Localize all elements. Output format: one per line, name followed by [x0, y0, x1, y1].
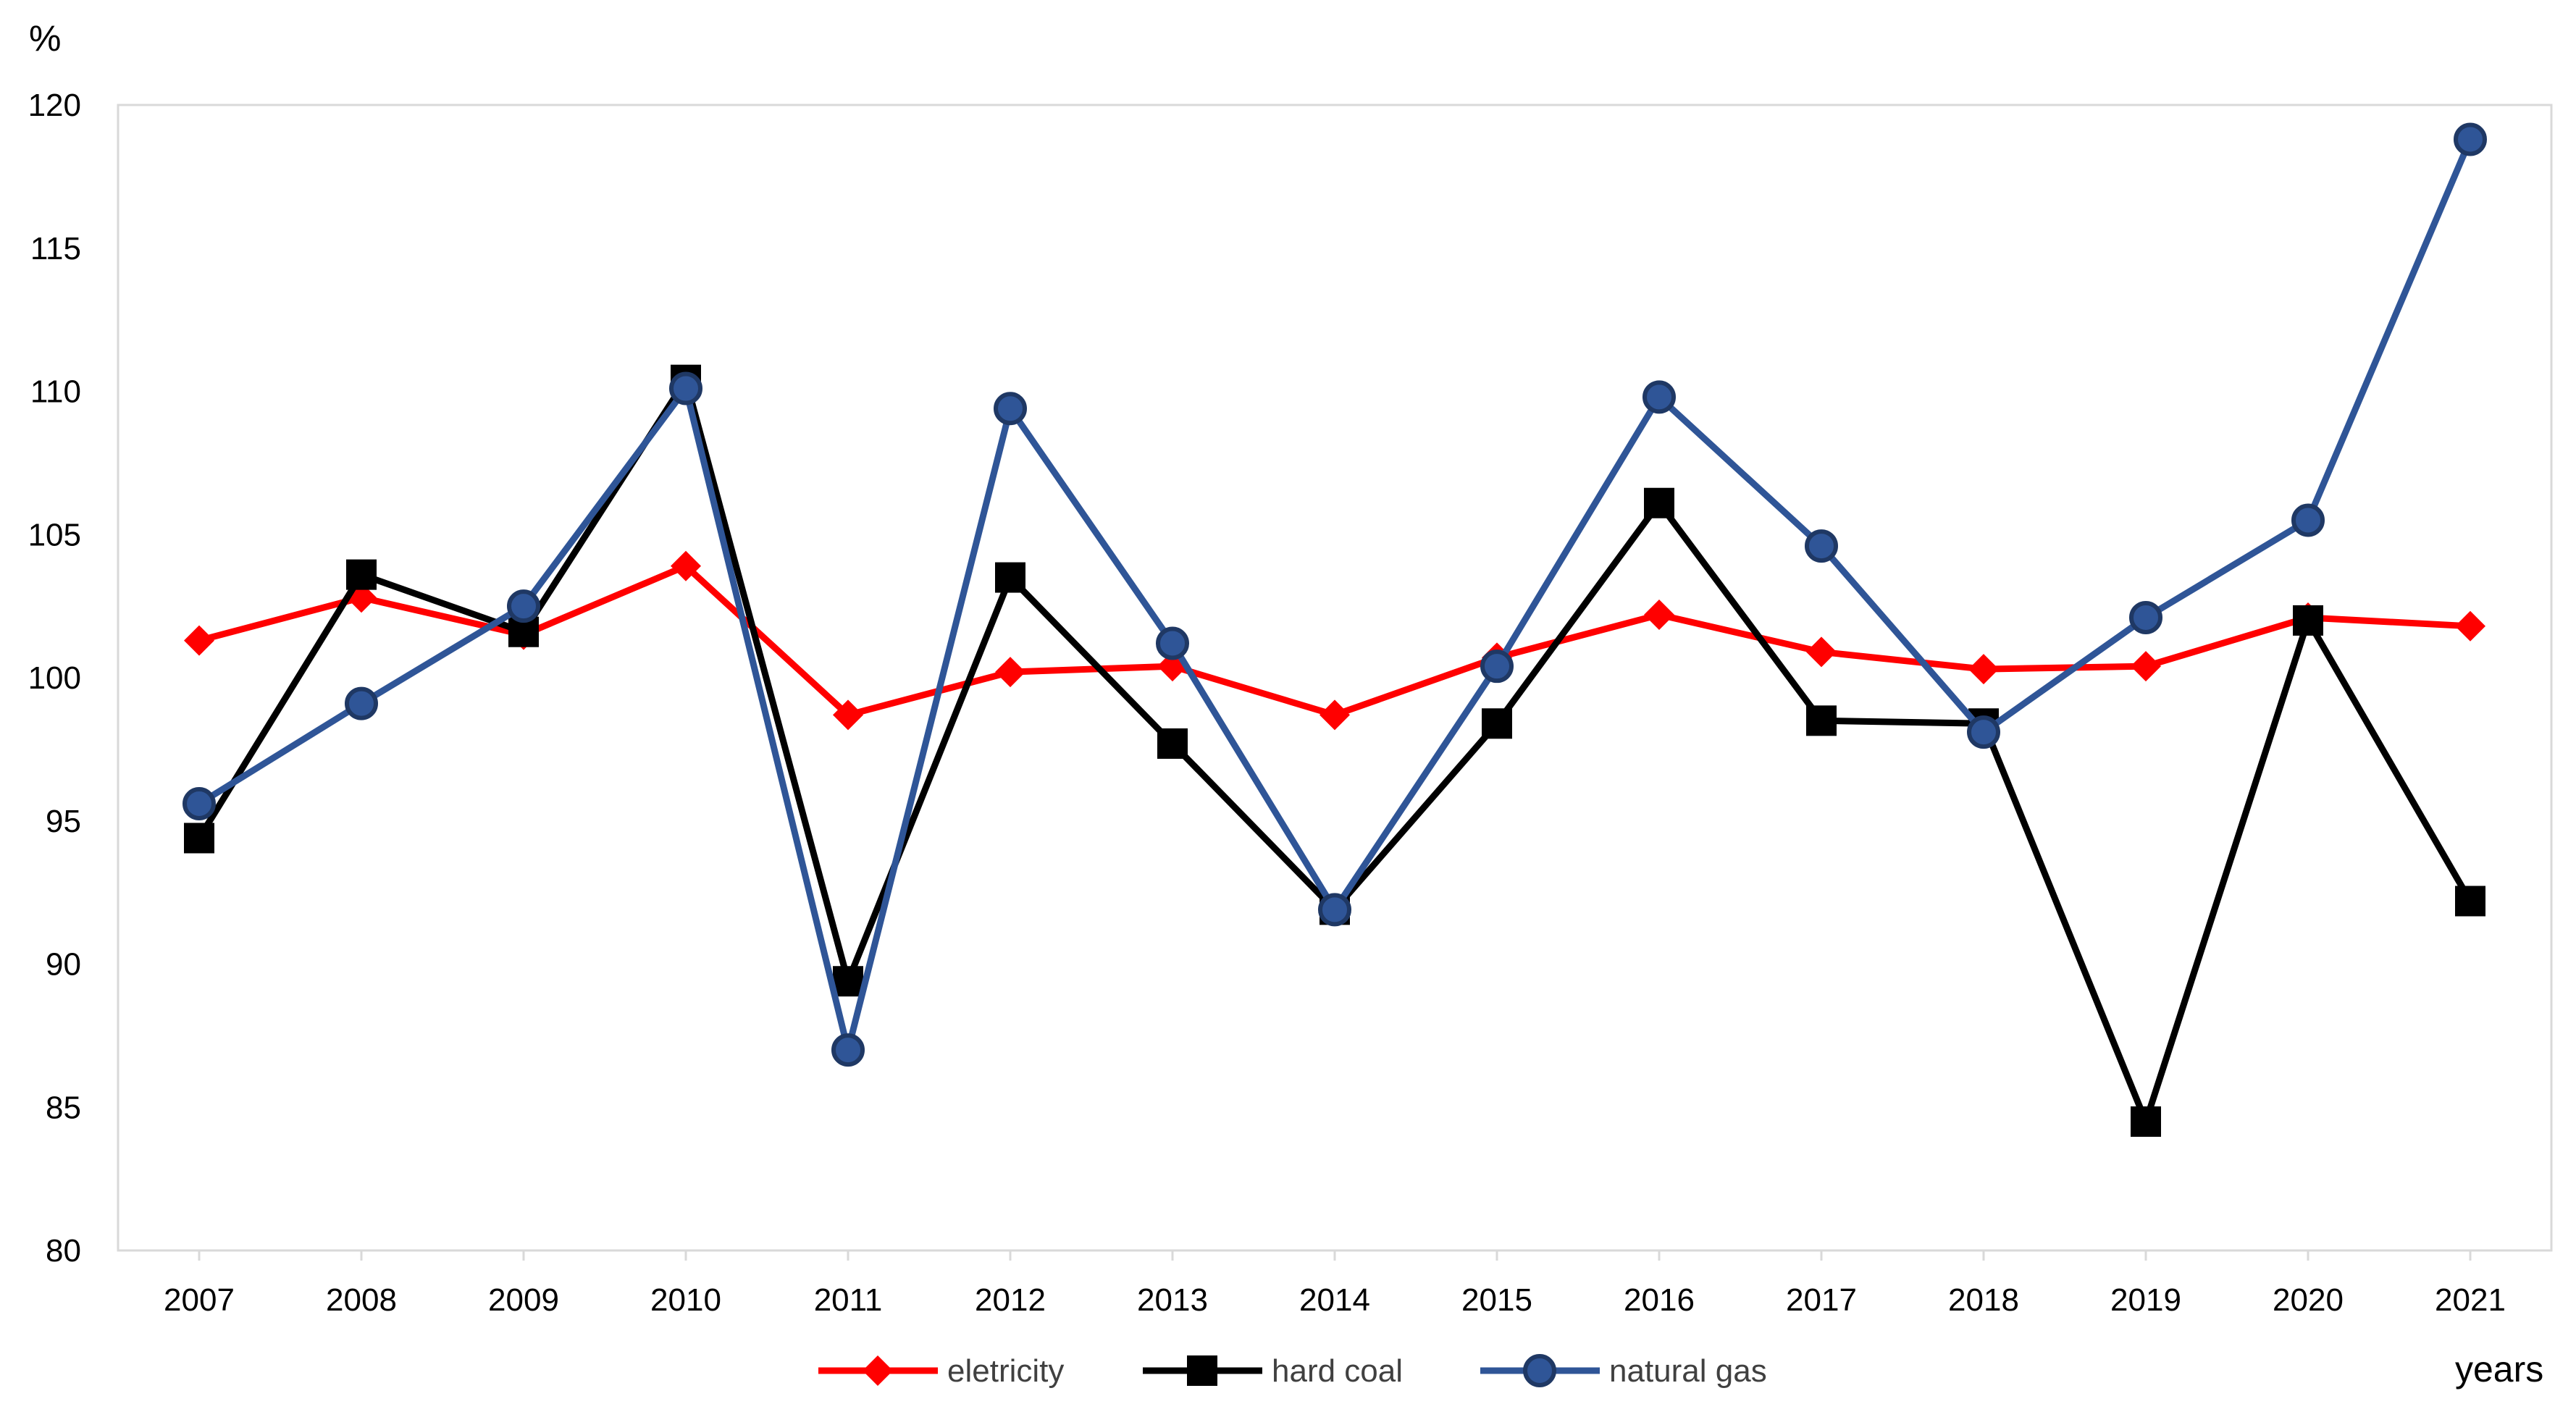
data-point-hard-coal: [2131, 1106, 2161, 1138]
data-point-natural-gas: [1805, 529, 1838, 563]
plot-area-frame: [117, 104, 2553, 1252]
data-point-eletricity: [1968, 654, 1999, 685]
y-axis-ticks: 80 85 90 95 100 105 110 115 120: [28, 88, 81, 1269]
x-tick-label: 2021: [2435, 1282, 2506, 1318]
x-tick-label: 2009: [488, 1282, 559, 1318]
series-layer: [182, 122, 2487, 1138]
y-tick-label: 115: [30, 231, 81, 266]
data-point-natural-gas: [1480, 649, 1514, 684]
data-point-hard-coal: [1482, 708, 1512, 739]
data-point-natural-gas: [1967, 715, 2000, 749]
y-tick-label: 105: [28, 517, 81, 552]
data-point-natural-gas: [1156, 626, 1189, 660]
y-tick-label: 95: [46, 804, 81, 839]
y-tick-label: 110: [30, 374, 81, 410]
x-tick-label: 2019: [2110, 1282, 2181, 1318]
x-axis-title: years: [2455, 1349, 2543, 1389]
data-point-eletricity: [833, 699, 863, 731]
data-point-eletricity: [2455, 610, 2485, 642]
data-point-hard-coal: [346, 559, 377, 590]
data-point-hard-coal: [184, 823, 214, 854]
legend-item-natural-gas: natural gas: [1480, 1353, 1767, 1389]
data-point-natural-gas: [2291, 503, 2325, 537]
x-tick-label: 2008: [326, 1282, 397, 1318]
data-point-natural-gas: [182, 787, 216, 821]
x-axis-ticks: 2007 2008 2009 2010 2011 2012 2013 2014 2015 2016…: [164, 1250, 2506, 1318]
y-tick-label: 100: [28, 660, 81, 696]
legend: eletricity hard coal natural gas: [818, 1353, 1767, 1389]
x-tick-label: 2012: [975, 1282, 1046, 1318]
data-point-hard-coal: [1644, 487, 1674, 518]
data-point-eletricity: [1644, 599, 1674, 630]
x-tick-label: 2014: [1299, 1282, 1370, 1318]
data-point-eletricity: [1320, 699, 1350, 731]
legend-marker-diamond: [863, 1355, 893, 1386]
data-point-natural-gas: [831, 1033, 865, 1067]
data-point-natural-gas: [994, 392, 1027, 426]
legend-label: natural gas: [1609, 1353, 1767, 1389]
x-tick-label: 2007: [164, 1282, 235, 1318]
legend-marker-square: [1187, 1355, 1217, 1386]
data-point-hard-coal: [833, 966, 863, 997]
legend-label: eletricity: [947, 1353, 1064, 1389]
data-point-hard-coal: [2455, 886, 2485, 917]
data-point-hard-coal: [1806, 705, 1837, 736]
data-point-natural-gas: [1318, 893, 1351, 927]
x-tick-label: 2013: [1137, 1282, 1208, 1318]
x-tick-label: 2017: [1786, 1282, 1857, 1318]
y-axis-title: %: [29, 18, 61, 59]
series-line-hard-coal: [196, 377, 2473, 1125]
series-hard-coal: [184, 364, 2485, 1138]
data-point-eletricity: [2131, 651, 2161, 682]
x-tick-label: 2011: [814, 1282, 883, 1318]
data-point-natural-gas: [345, 686, 378, 720]
x-tick-label: 2015: [1461, 1282, 1532, 1318]
y-tick-label: 90: [46, 947, 81, 983]
y-tick-label: 80: [46, 1233, 81, 1269]
y-tick-label: 85: [46, 1090, 81, 1125]
x-tick-label: 2010: [650, 1282, 721, 1318]
data-point-natural-gas: [1642, 380, 1676, 414]
x-tick-label: 2020: [2273, 1282, 2344, 1318]
data-point-hard-coal: [1157, 728, 1188, 759]
y-tick-label: 120: [28, 88, 81, 123]
x-tick-label: 2018: [1948, 1282, 2019, 1318]
data-point-eletricity: [671, 550, 701, 581]
data-point-natural-gas: [669, 371, 702, 405]
legend-item-hard-coal: hard coal: [1143, 1353, 1403, 1389]
data-point-natural-gas: [2129, 600, 2162, 634]
data-point-eletricity: [184, 625, 214, 656]
data-point-natural-gas: [507, 589, 540, 623]
x-tick-label: 2016: [1624, 1282, 1695, 1318]
data-point-hard-coal: [2293, 605, 2323, 636]
legend-label: hard coal: [1272, 1353, 1403, 1389]
legend-marker-circle: [1523, 1354, 1556, 1387]
data-point-natural-gas: [2454, 122, 2487, 156]
data-point-hard-coal: [995, 562, 1025, 593]
data-point-eletricity: [1806, 636, 1837, 668]
data-point-eletricity: [995, 657, 1025, 688]
series-natural-gas: [182, 122, 2487, 1067]
legend-item-eletricity: eletricity: [818, 1353, 1064, 1389]
